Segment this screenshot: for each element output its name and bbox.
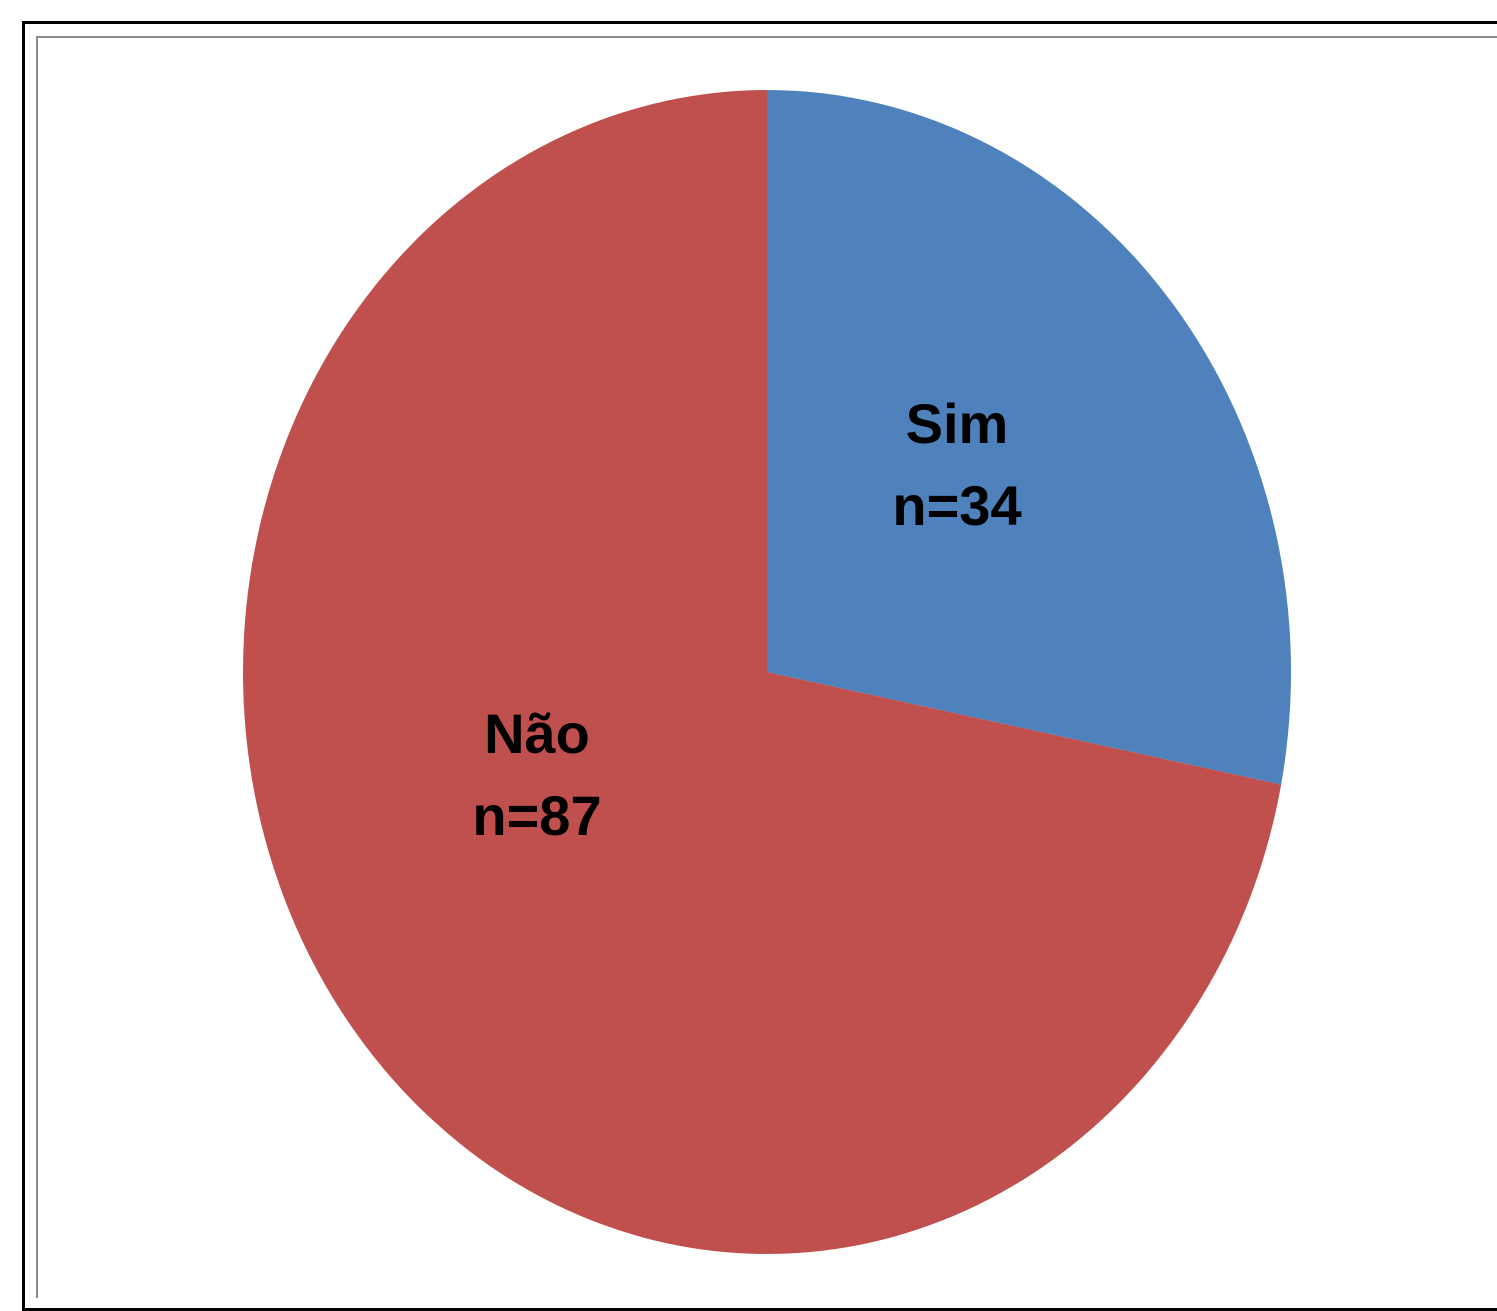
pie-labels: Sim n=34 Não n=87	[472, 392, 1021, 847]
pie-slices	[242, 90, 1291, 1254]
pie-slice-sim	[767, 90, 1291, 785]
slice-data-label: n=87	[472, 784, 601, 847]
slice-category-label: Não	[484, 702, 590, 765]
slice-category-label: Sim	[906, 392, 1009, 455]
pie-slice-não	[242, 90, 1282, 1254]
slice-data-label: n=34	[892, 474, 1021, 537]
